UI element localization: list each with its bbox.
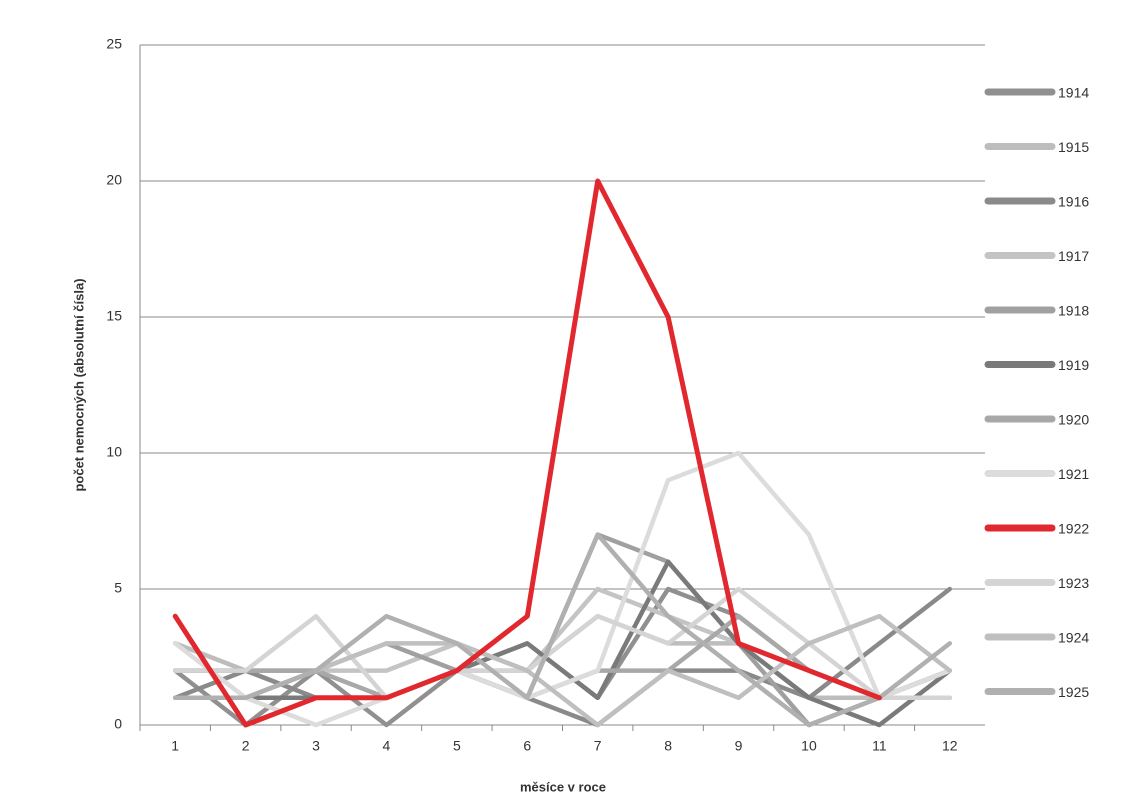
x-tick-label: 12 — [942, 738, 958, 754]
x-tick-label: 2 — [242, 738, 250, 754]
x-tick-label: 7 — [594, 738, 602, 754]
legend-label: 1917 — [1058, 248, 1089, 264]
series-line — [172, 586, 953, 701]
x-tick-label: 6 — [523, 738, 531, 754]
y-tick-label: 25 — [106, 36, 122, 52]
x-tick-label: 5 — [453, 738, 461, 754]
legend-label: 1920 — [1058, 412, 1089, 428]
series-line — [172, 532, 953, 728]
series-line — [172, 559, 953, 728]
x-tick-label: 8 — [664, 738, 672, 754]
x-tick-label: 1 — [171, 738, 179, 754]
y-tick-label: 10 — [106, 444, 122, 460]
legend-label: 1919 — [1058, 357, 1089, 373]
y-tick-label: 0 — [114, 716, 122, 732]
legend-label: 1924 — [1058, 630, 1089, 646]
legend-label: 1925 — [1058, 684, 1089, 700]
legend-label: 1922 — [1058, 521, 1089, 537]
x-tick-label: 10 — [801, 738, 817, 754]
legend-label: 1918 — [1058, 303, 1089, 319]
y-tick-label: 20 — [106, 172, 122, 188]
y-axis-title: počet nemocných (absolutní čísla) — [71, 278, 86, 491]
x-tick-label: 11 — [872, 738, 887, 754]
legend-label: 1916 — [1058, 194, 1089, 210]
x-tick-label: 9 — [735, 738, 743, 754]
series-line — [172, 586, 953, 728]
y-tick-label: 5 — [114, 580, 122, 596]
legend-label: 1914 — [1058, 85, 1089, 101]
legend-label: 1923 — [1058, 575, 1089, 591]
series-line — [172, 450, 953, 728]
x-tick-label: 4 — [383, 738, 391, 754]
series-line — [172, 586, 953, 728]
series-line — [172, 178, 882, 728]
legend-label: 1921 — [1058, 466, 1089, 482]
legend-label: 1915 — [1058, 139, 1089, 155]
x-tick-label: 3 — [312, 738, 320, 754]
y-tick-label: 15 — [106, 308, 122, 324]
x-axis-title: měsíce v roce — [520, 779, 606, 794]
